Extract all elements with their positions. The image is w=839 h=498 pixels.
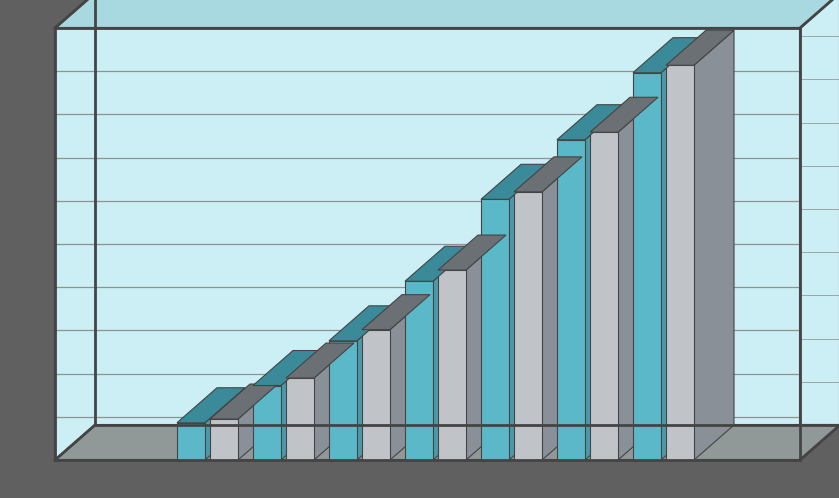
- Polygon shape: [205, 388, 245, 460]
- Polygon shape: [557, 140, 585, 460]
- Polygon shape: [55, 0, 95, 460]
- Polygon shape: [514, 192, 542, 460]
- Polygon shape: [281, 351, 321, 460]
- Polygon shape: [362, 330, 390, 460]
- Polygon shape: [405, 281, 433, 460]
- Polygon shape: [286, 378, 314, 460]
- Polygon shape: [210, 419, 238, 460]
- Polygon shape: [585, 105, 625, 460]
- Polygon shape: [633, 73, 661, 460]
- Polygon shape: [509, 164, 549, 460]
- Polygon shape: [55, 0, 839, 28]
- Polygon shape: [590, 132, 618, 460]
- Polygon shape: [55, 425, 839, 460]
- Polygon shape: [95, 0, 839, 425]
- Polygon shape: [542, 157, 582, 460]
- Polygon shape: [666, 30, 734, 65]
- Polygon shape: [238, 384, 278, 460]
- Polygon shape: [210, 384, 278, 419]
- Polygon shape: [633, 38, 701, 73]
- Polygon shape: [666, 65, 694, 460]
- Polygon shape: [362, 295, 430, 330]
- Polygon shape: [590, 97, 658, 132]
- Polygon shape: [405, 246, 473, 281]
- Polygon shape: [357, 306, 397, 460]
- Polygon shape: [481, 164, 549, 199]
- Polygon shape: [329, 306, 397, 341]
- Polygon shape: [438, 235, 506, 270]
- Polygon shape: [433, 246, 473, 460]
- Polygon shape: [481, 199, 509, 460]
- Polygon shape: [253, 351, 321, 385]
- Polygon shape: [694, 30, 734, 460]
- Polygon shape: [55, 28, 800, 460]
- Polygon shape: [557, 105, 625, 140]
- Polygon shape: [466, 235, 506, 460]
- Polygon shape: [286, 343, 354, 378]
- Polygon shape: [253, 385, 281, 460]
- Polygon shape: [390, 295, 430, 460]
- Polygon shape: [314, 343, 354, 460]
- Polygon shape: [514, 157, 582, 192]
- Polygon shape: [329, 341, 357, 460]
- Polygon shape: [661, 38, 701, 460]
- Polygon shape: [438, 270, 466, 460]
- Polygon shape: [618, 97, 658, 460]
- Polygon shape: [177, 388, 245, 423]
- Polygon shape: [177, 423, 205, 460]
